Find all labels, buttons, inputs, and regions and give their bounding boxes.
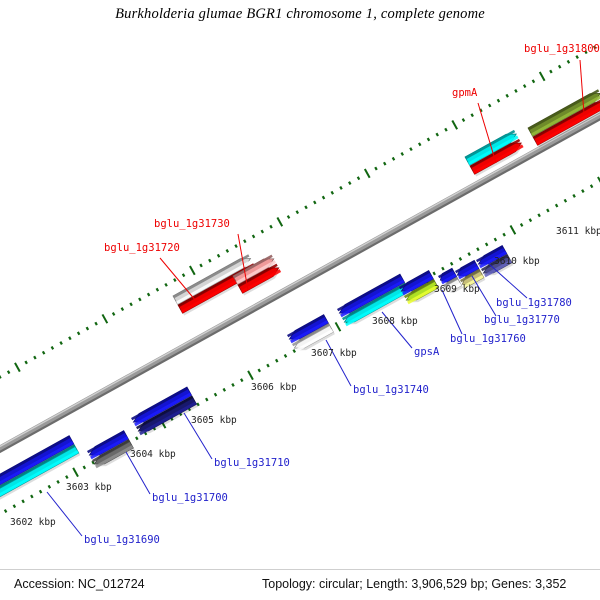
leader-line-bglu_1g31720 bbox=[159, 257, 197, 302]
gene-label-bglu_1g31710[interactable]: bglu_1g31710 bbox=[214, 457, 290, 469]
gene-label-gpmA[interactable]: gpmA bbox=[452, 87, 478, 99]
gene-label-bglu_1g31720[interactable]: bglu_1g31720 bbox=[104, 242, 180, 254]
leader-line-bglu_1g31770 bbox=[471, 275, 497, 317]
gene-bglu_1g31720[interactable] bbox=[172, 254, 258, 316]
gene-label-bglu_1g31760[interactable]: bglu_1g31760 bbox=[450, 333, 526, 345]
gene-label-bglu_1g31800[interactable]: bglu_1g31800 bbox=[524, 43, 600, 55]
gene-bglu_1g31800[interactable] bbox=[527, 89, 600, 148]
leader-line-gpsA bbox=[381, 311, 413, 349]
ruler-label-0: 3602 kbp bbox=[10, 517, 56, 528]
leader-line-bglu_1g31740 bbox=[325, 339, 352, 387]
leader-line-gpmA bbox=[477, 102, 497, 164]
gene-bglu_1g31780[interactable] bbox=[476, 244, 514, 278]
gene-labels[interactable]: bglu_1g31690 bglu_1g31700 bglu_1g31710 bglu… bbox=[84, 43, 600, 546]
gene-bglu_1g31700[interactable] bbox=[87, 430, 135, 469]
gene-bglu_1g31690[interactable] bbox=[0, 435, 81, 507]
accession-text: Accession: NC_012724 bbox=[14, 577, 145, 591]
ruler-label-5: 3607 kbp bbox=[311, 348, 357, 359]
label-leader-lines bbox=[46, 59, 585, 537]
ruler-label-7: 3609 kbp bbox=[434, 284, 480, 295]
gene-label-bglu_1g31780[interactable]: bglu_1g31780 bbox=[496, 297, 572, 309]
ruler-label-9: 3611 kbp bbox=[556, 226, 600, 237]
chromosome-backbone[interactable] bbox=[0, 32, 600, 472]
leader-line-bglu_1g31760 bbox=[441, 289, 463, 335]
leader-line-bglu_1g31700 bbox=[125, 451, 151, 495]
gene-label-bglu_1g31770[interactable]: bglu_1g31770 bbox=[484, 314, 560, 326]
ruler-label-2: 3604 kbp bbox=[130, 449, 176, 460]
leader-line-bglu_1g31710 bbox=[183, 412, 213, 460]
leader-line-bglu_1g31780 bbox=[488, 263, 528, 299]
leader-line-bglu_1g31800 bbox=[579, 59, 585, 115]
ruler-labels: 3602 kbp 3603 kbp 3604 kbp 3605 kbp 3606 kbp… bbox=[10, 226, 600, 528]
gene-gpsA[interactable] bbox=[337, 273, 412, 327]
leader-line-bglu_1g31730 bbox=[237, 233, 249, 291]
gene-label-bglu_1g31690[interactable]: bglu_1g31690 bbox=[84, 534, 160, 546]
page-title: Burkholderia glumae BGR1 chromosome 1, c… bbox=[115, 6, 485, 22]
status-bar: Accession: NC_012724 Topology: circular;… bbox=[0, 569, 600, 600]
gene-bglu_1g31710[interactable] bbox=[131, 386, 199, 436]
genome-diagram[interactable]: 3602 kbp 3603 kbp 3604 kbp 3605 kbp 3606 kbp… bbox=[0, 0, 600, 560]
ruler-label-3: 3605 kbp bbox=[191, 415, 237, 426]
gene-label-bglu_1g31700[interactable]: bglu_1g31700 bbox=[152, 492, 228, 504]
gene-label-bglu_1g31740[interactable]: bglu_1g31740 bbox=[353, 384, 429, 396]
gene-bglu_1g31760[interactable] bbox=[438, 267, 464, 294]
ruler-label-4: 3606 kbp bbox=[251, 382, 297, 393]
gene-label-bglu_1g31730[interactable]: bglu_1g31730 bbox=[154, 218, 230, 230]
gene-bglu_1g31750[interactable] bbox=[399, 270, 440, 305]
ruler-label-8: 3610 kbp bbox=[494, 256, 540, 267]
ruler-label-1: 3603 kbp bbox=[66, 482, 112, 493]
ruler-label-6: 3608 kbp bbox=[372, 316, 418, 327]
gene-gpmA[interactable] bbox=[464, 129, 524, 177]
gene-bglu_1g31740[interactable] bbox=[287, 314, 335, 353]
gene-label-gpsA[interactable]: gpsA bbox=[414, 346, 440, 358]
genome-summary-text: Topology: circular; Length: 3,906,529 bp… bbox=[262, 577, 567, 591]
gene-features[interactable] bbox=[0, 89, 600, 506]
gene-bglu_1g31730[interactable] bbox=[232, 254, 282, 296]
leader-line-bglu_1g31690 bbox=[46, 491, 83, 537]
